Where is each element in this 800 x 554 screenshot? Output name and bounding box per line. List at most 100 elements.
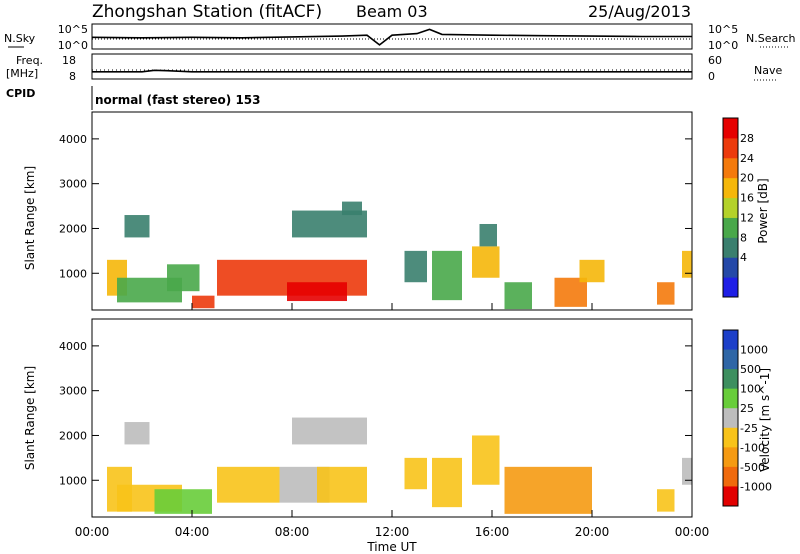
echo-region [317, 466, 367, 503]
echo-region [342, 201, 362, 216]
y-tick-label: 2000 [59, 222, 87, 235]
freq-series-line [92, 69, 692, 73]
x-tick-label: 04:00 [175, 525, 210, 539]
colorbar-tick-label: 24 [740, 152, 754, 165]
echo-region [479, 223, 497, 247]
noise-series-line [91, 28, 692, 46]
colorbar-tick-label: -500 [740, 461, 765, 474]
power-colorbar-label: Power [dB] [756, 178, 770, 243]
velocity-heatmap [107, 417, 692, 514]
echo-region [682, 250, 692, 278]
power-ylabel: Slant Range [km] [23, 166, 37, 270]
noise-rtick-top: 10^5 [708, 23, 738, 36]
y-tick-label: 1000 [59, 474, 87, 487]
x-tick-label: 20:00 [575, 525, 610, 539]
colorbar-frame [722, 329, 739, 507]
echo-region [404, 457, 427, 490]
colorbar-tick-label: 100 [740, 383, 761, 396]
echo-region [404, 250, 427, 283]
colorbar-tick-label: 1000 [740, 344, 768, 357]
echo-region [657, 282, 675, 305]
y-tick-label: 3000 [59, 385, 87, 398]
colorbar-tick-label: 4 [740, 251, 747, 264]
colorbar-tick-label: -100 [740, 441, 765, 454]
nave-rtick-bottom: 0 [708, 70, 715, 83]
echo-region [472, 435, 500, 485]
power-colorbar: 28 24 20 16 12 8 4 [722, 117, 754, 298]
colorbar-swatch [723, 157, 738, 179]
freq-ytick-bottom: 8 [69, 70, 76, 83]
freq-series [92, 69, 692, 73]
colorbar-swatch [723, 466, 738, 487]
noise-ytick-top: 10^5 [58, 23, 88, 36]
colorbar-swatch [723, 177, 738, 199]
cpid-text: normal (fast stereo) 153 [95, 93, 261, 107]
noise-series [91, 28, 692, 46]
x-tick-label: 00:00 [75, 525, 110, 539]
velocity-ylabel: Slant Range [km] [23, 366, 37, 470]
x-axis: 00:00 04:00 08:00 12:00 16:00 20:00 00:00 [75, 525, 710, 539]
power-axes: 4000 3000 2000 1000 [59, 133, 693, 310]
echo-region [124, 422, 150, 445]
nsearch-label: N.Search [746, 32, 796, 45]
y-tick-label: 3000 [59, 178, 87, 191]
x-tick-label: 08:00 [275, 525, 310, 539]
echo-region [554, 277, 587, 307]
y-tick-label: 2000 [59, 429, 87, 442]
colorbar-swatch [723, 388, 738, 409]
echo-region [192, 295, 215, 309]
colorbar-swatch [723, 369, 738, 390]
cpid-label: CPID [6, 87, 35, 100]
colorbar-swatch [723, 137, 738, 159]
colorbar-tick-label: 16 [740, 192, 754, 205]
power-heatmap [107, 201, 692, 310]
echo-region [292, 417, 367, 445]
nave-rtick-top: 60 [708, 54, 722, 67]
x-tick-label: 16:00 [475, 525, 510, 539]
x-tick-label: 12:00 [375, 525, 410, 539]
nsky-label: N.Sky [4, 32, 36, 45]
colorbar-tick-label: 28 [740, 132, 754, 145]
echo-region [167, 264, 200, 292]
colorbar-swatch [723, 349, 738, 370]
colorbar-tick-label: 12 [740, 211, 754, 224]
colorbar-swatch [723, 277, 738, 298]
echo-region [504, 466, 592, 514]
colorbar-swatch [723, 217, 738, 238]
x-tick-label: 00:00 [675, 525, 710, 539]
velocity-axes: 4000 3000 2000 1000 [59, 340, 693, 517]
colorbar-tick-label: 20 [740, 172, 754, 185]
beam-label: Beam 03 [356, 2, 428, 21]
echo-region [682, 457, 692, 485]
colorbar-swatch [723, 447, 738, 468]
echo-region [432, 250, 462, 301]
colorbar-swatch [723, 330, 738, 351]
colorbar-tick-label: 8 [740, 231, 747, 244]
colorbar-swatch [723, 427, 738, 448]
nave-label: Nave [754, 64, 782, 77]
echo-region [472, 246, 500, 278]
freq-label-line1: Freq. [16, 54, 43, 67]
colorbar-tick-label: -1000 [740, 480, 772, 493]
colorbar-swatch [723, 118, 738, 139]
echo-region [287, 282, 347, 302]
echo-region [154, 489, 212, 514]
velocity-colorbar-label: Velocity [m s^-1] [758, 368, 772, 472]
colorbar-swatch [723, 257, 738, 278]
date-label: 25/Aug/2013 [588, 2, 691, 21]
freq-ytick-top: 18 [62, 54, 76, 67]
echo-region [217, 466, 280, 503]
noise-rtick-bottom: 10^0 [708, 39, 738, 52]
echo-region [432, 457, 462, 508]
y-tick-label: 4000 [59, 340, 87, 353]
y-tick-label: 1000 [59, 267, 87, 280]
colorbar-swatch [723, 486, 738, 507]
colorbar-tick-label: 25 [740, 402, 754, 415]
colorbar-frame [722, 117, 739, 298]
echo-region [579, 259, 605, 283]
colorbar-swatch [723, 237, 738, 258]
y-tick-label: 4000 [59, 133, 87, 146]
echo-region [657, 489, 675, 512]
colorbar-swatch [723, 197, 738, 218]
colorbar-tick-label: 500 [740, 363, 761, 376]
